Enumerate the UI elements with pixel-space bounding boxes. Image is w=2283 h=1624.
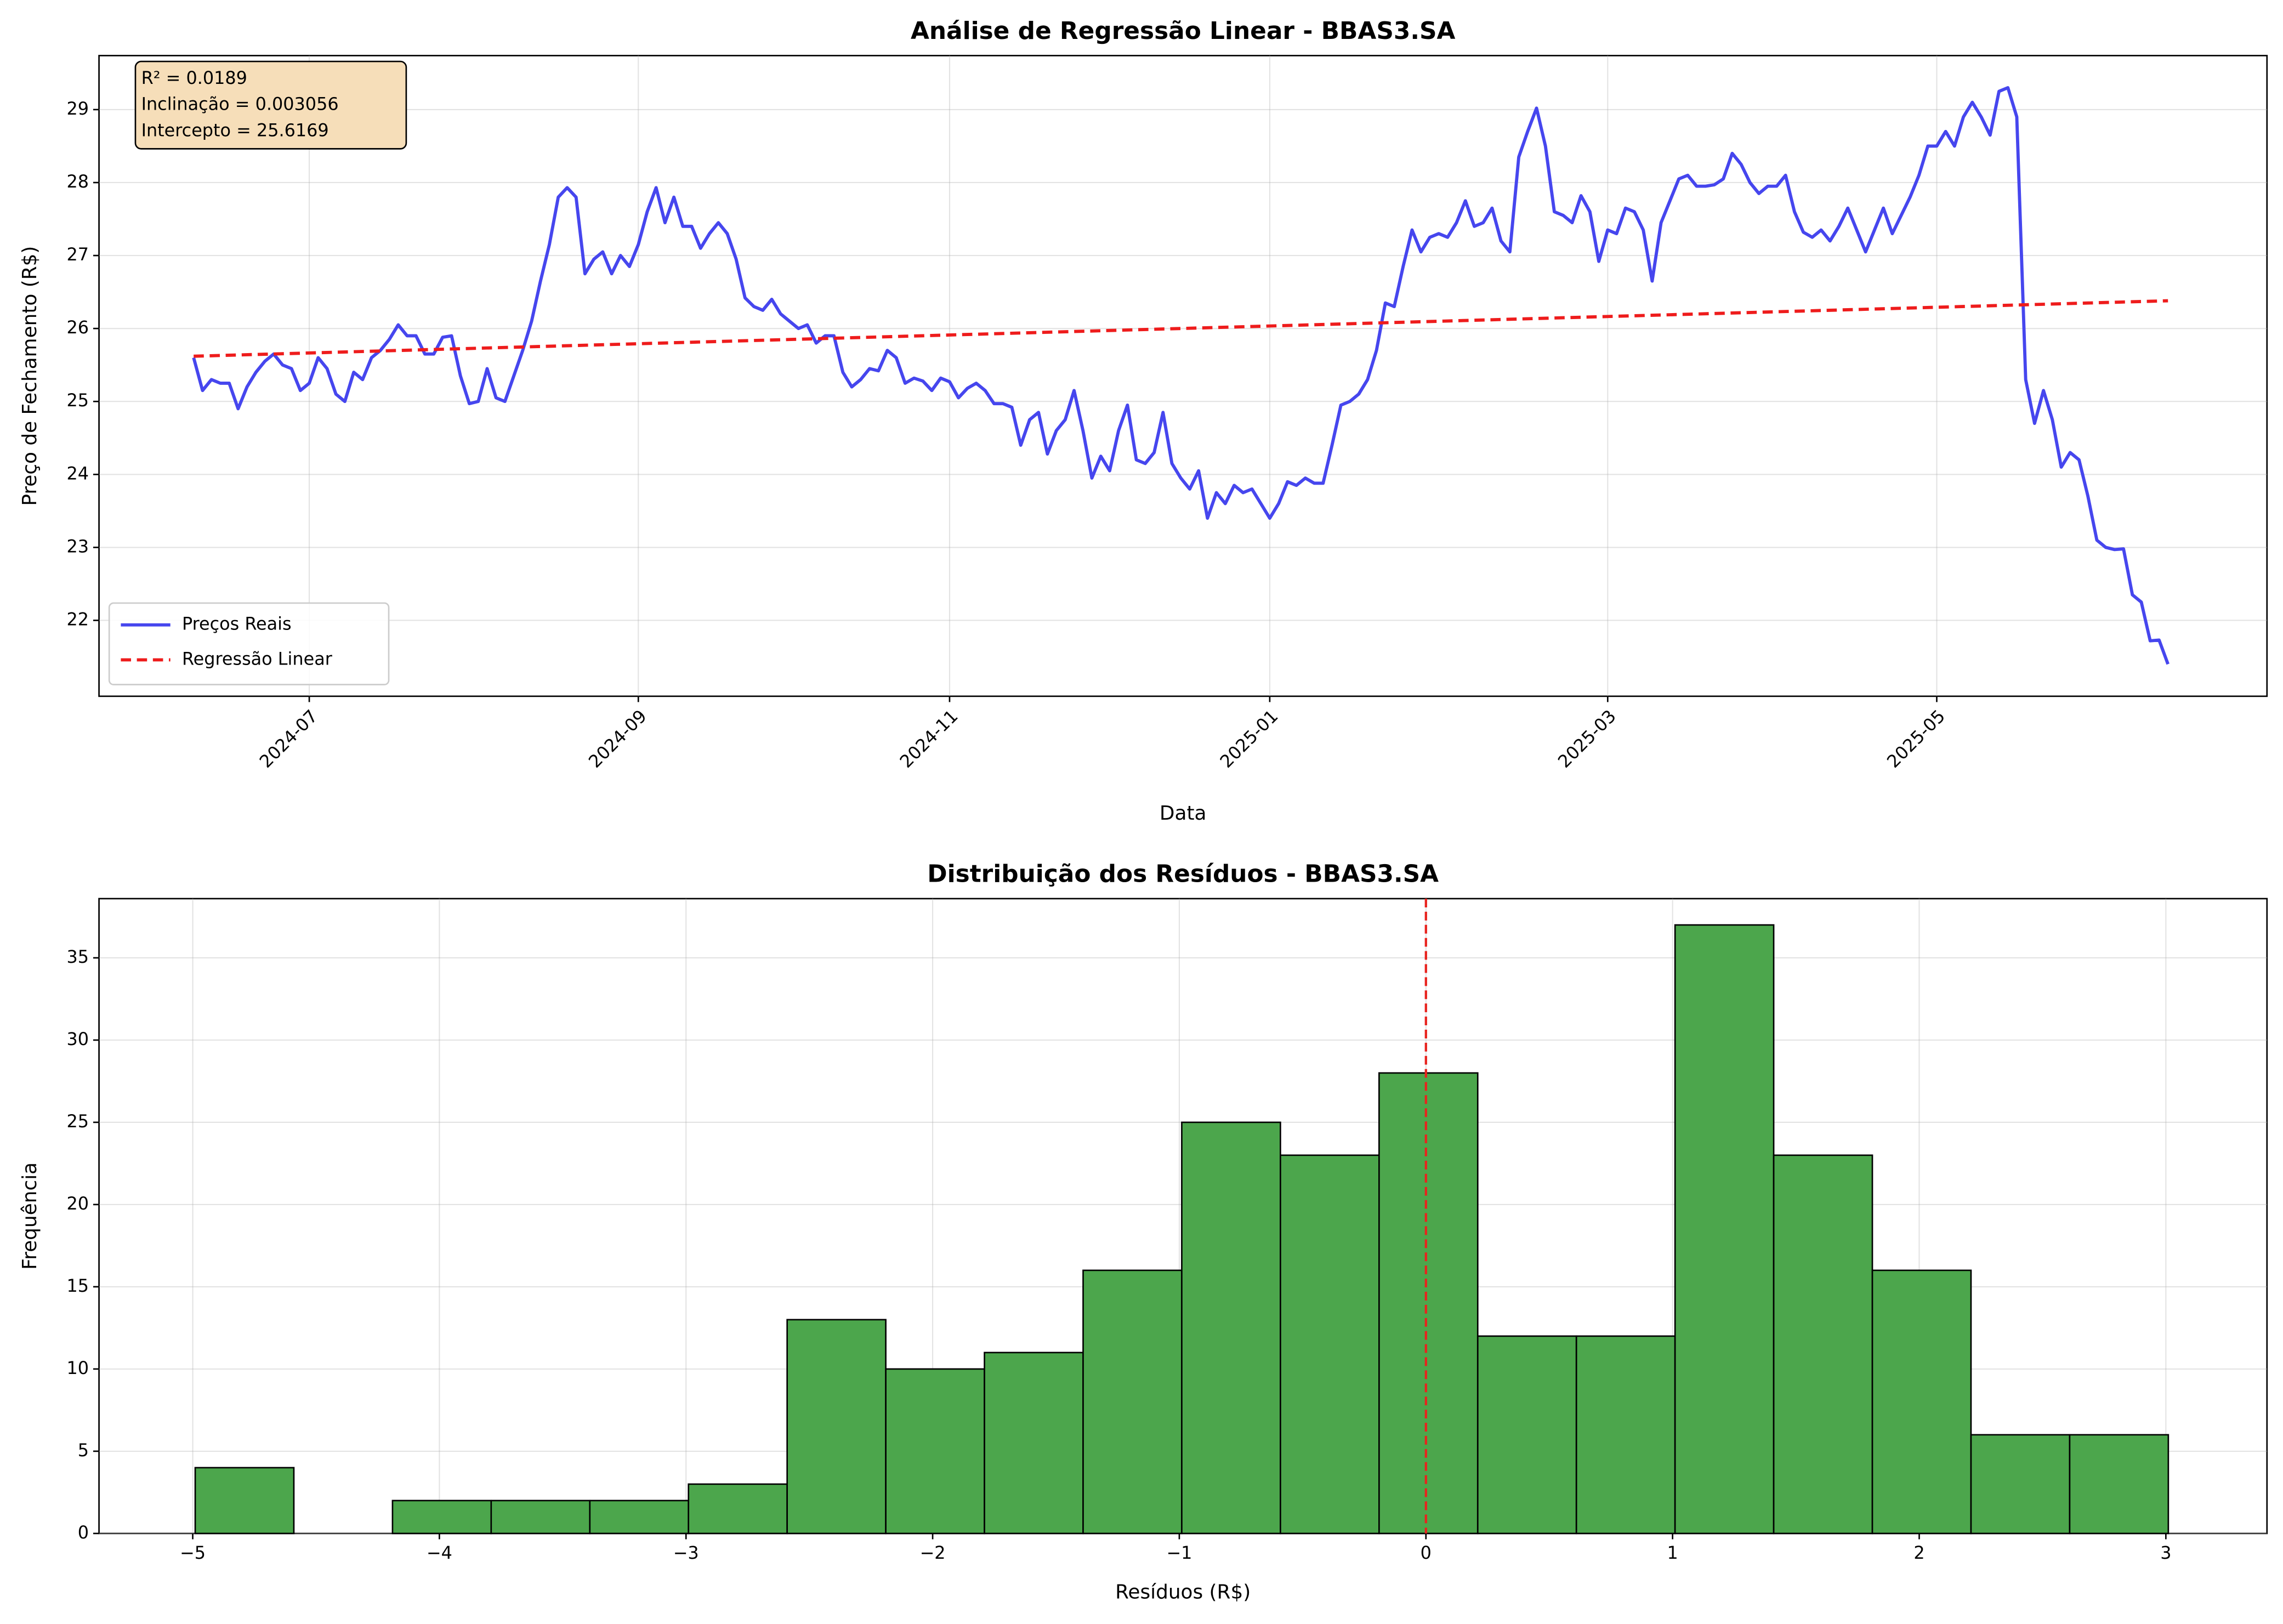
histogram-bar [885, 1368, 985, 1535]
y-tick-label: 30 [66, 1029, 89, 1049]
histogram-bar [688, 1483, 788, 1535]
y-tick-label: 23 [66, 536, 89, 557]
x-tick-label: 0 [1421, 1542, 1432, 1563]
y-tick-label: 25 [66, 1111, 89, 1132]
series-line [194, 299, 2168, 358]
y-tick-label: 5 [78, 1440, 89, 1461]
x-tick-label: 2024-11 [896, 706, 962, 772]
x-axis-label: Data [1160, 802, 1207, 825]
histogram-bar [1575, 1335, 1676, 1535]
histogram-bar [1476, 1335, 1577, 1535]
histogram-bar [194, 1467, 295, 1535]
annotation-text: Inclinação = 0.003056 [141, 94, 339, 115]
y-tick-label: 15 [66, 1275, 89, 1296]
y-tick-label: 25 [66, 390, 89, 411]
histogram-bar [490, 1500, 591, 1535]
axes-frame [98, 55, 2268, 697]
histogram-bar [2069, 1434, 2170, 1535]
y-tick-label: 22 [66, 609, 89, 629]
x-tick-label: −5 [180, 1542, 206, 1563]
histogram-bar [589, 1500, 690, 1535]
series-line [192, 86, 2170, 665]
x-tick-label: 2 [1913, 1542, 1924, 1563]
histogram-bar [1773, 1154, 1873, 1535]
x-tick-label: 2024-09 [584, 706, 651, 772]
histogram-bar [1674, 924, 1775, 1535]
legend-label: Preços Reais [182, 614, 292, 634]
histogram-bar [391, 1500, 492, 1535]
histogram-bar [1082, 1269, 1183, 1535]
y-tick-label: 10 [66, 1358, 89, 1378]
histogram-bar [1181, 1121, 1281, 1535]
y-axis-label: Frequência [19, 1162, 41, 1270]
x-tick-label: 2024-07 [255, 706, 322, 772]
histogram-bar [786, 1319, 887, 1535]
x-tick-label: 3 [2160, 1542, 2171, 1563]
y-tick-label: 24 [66, 463, 89, 484]
y-tick-label: 26 [66, 317, 89, 338]
histogram-bar [984, 1352, 1084, 1535]
y-tick-label: 27 [66, 244, 89, 265]
x-tick-label: 2025-01 [1216, 706, 1282, 772]
legend-label: Regressão Linear [182, 648, 333, 669]
annotation-text: R² = 0.0189 [141, 67, 247, 88]
y-tick-label: 20 [66, 1193, 89, 1214]
x-tick-label: 2025-05 [1883, 706, 1949, 772]
chart-title: Distribuição dos Resíduos - BBAS3.SA [927, 860, 1439, 888]
x-tick-label: −2 [920, 1542, 946, 1563]
x-tick-label: −4 [427, 1542, 452, 1563]
y-tick-label: 35 [66, 946, 89, 967]
legend-box [108, 602, 390, 685]
x-tick-label: 2025-03 [1554, 706, 1620, 772]
y-tick-label: 0 [78, 1522, 89, 1543]
y-tick-label: 29 [66, 98, 89, 119]
histogram-bar [1378, 1072, 1479, 1535]
x-tick-label: 1 [1667, 1542, 1678, 1563]
chart-title: Análise de Regressão Linear - BBAS3.SA [911, 17, 1456, 45]
x-axis-label: Resíduos (R$) [1115, 1581, 1251, 1604]
histogram-bar [1280, 1154, 1380, 1535]
histogram-bar [1871, 1269, 1972, 1535]
y-axis-label: Preço de Fechamento (R$) [19, 246, 41, 506]
annotation-box [134, 60, 407, 150]
annotation-text: Intercepto = 25.6169 [141, 120, 329, 141]
histogram-bar [1970, 1434, 2071, 1535]
x-tick-label: −1 [1166, 1542, 1192, 1563]
x-tick-label: −3 [673, 1542, 699, 1563]
y-tick-label: 28 [66, 171, 89, 192]
